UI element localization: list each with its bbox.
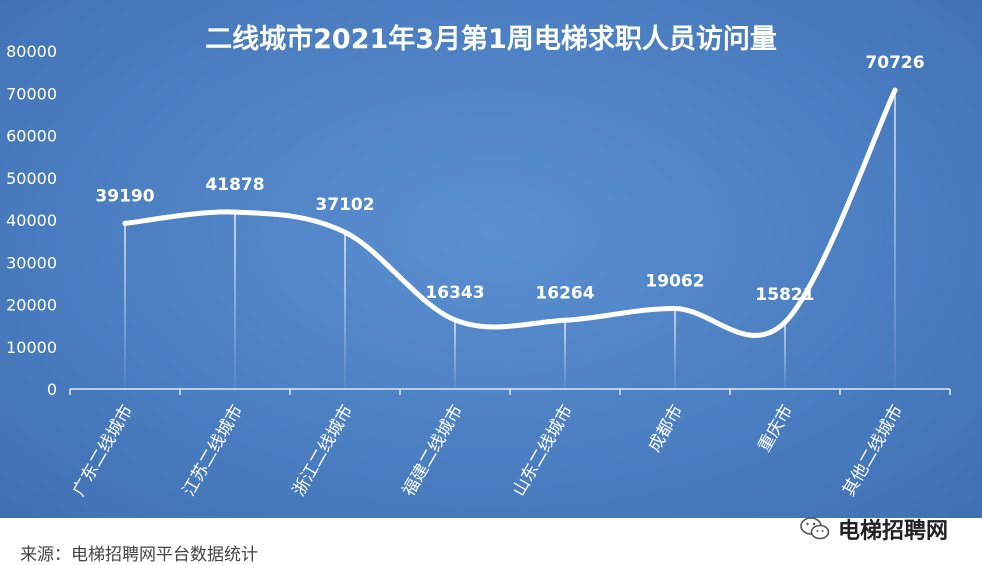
x-tick-label: 江苏二线城市 (179, 402, 247, 500)
series-path (122, 87, 898, 338)
data-point (232, 209, 238, 215)
data-label: 16264 (535, 283, 594, 303)
chart-title: 二线城市2021年3月第1周电梯求职人员访问量 (205, 23, 777, 55)
series-line (122, 87, 898, 338)
data-label: 39190 (95, 186, 154, 206)
data-point (342, 229, 348, 235)
data-point (452, 317, 458, 323)
footer: 来源：电梯招聘网平台数据统计 电梯招聘网 (0, 517, 982, 565)
y-tick-label: 80000 (6, 42, 57, 61)
data-label: 70726 (865, 53, 924, 73)
data-point (782, 319, 788, 325)
x-tick-label: 重庆市 (755, 402, 798, 456)
y-tick-label: 30000 (6, 253, 57, 272)
drop-line (674, 308, 676, 389)
data-point (892, 87, 898, 93)
y-tick-label: 40000 (6, 211, 57, 230)
source-note: 来源：电梯招聘网平台数据统计 (20, 545, 258, 565)
x-tick-label: 成都市 (645, 402, 688, 456)
data-point (562, 317, 568, 323)
x-tick-label: 福建二线城市 (399, 402, 467, 500)
x-tick-label: 山东二线城市 (509, 402, 577, 500)
data-point (122, 220, 128, 226)
data-label: 37102 (315, 195, 374, 215)
brand[interactable]: 电梯招聘网 (800, 513, 948, 545)
y-tick-label: 0 (47, 380, 57, 399)
line-chart: 二线城市2021年3月第1周电梯求职人员访问量 0 10000 20000 30000… (6, 23, 951, 500)
drop-line (234, 212, 236, 389)
data-label: 15821 (755, 285, 814, 305)
data-label: 41878 (205, 175, 264, 195)
drop-line (454, 319, 456, 389)
wechat-icon (800, 517, 830, 540)
y-tick-label: 20000 (6, 296, 57, 315)
y-tick-label: 60000 (6, 127, 57, 146)
y-tick-label: 10000 (6, 338, 57, 357)
drop-line (344, 232, 346, 389)
data-labels: 39190 41878 37102 16343 16264 19062 15821 70726 (95, 53, 924, 305)
x-tick-label: 其他二线城市 (839, 402, 907, 500)
drop-line (894, 90, 896, 389)
data-label: 16343 (425, 283, 484, 303)
x-tick-label: 浙江二线城市 (289, 402, 357, 500)
drop-lines (124, 90, 896, 389)
data-label: 19062 (645, 271, 704, 291)
x-tick-label: 广东二线城市 (69, 402, 137, 500)
chart-panel: 二线城市2021年3月第1周电梯求职人员访问量 0 10000 20000 30000… (0, 0, 982, 518)
drop-line (784, 322, 786, 389)
data-point (672, 305, 678, 311)
brand-name: 电梯招聘网 (837, 519, 948, 544)
y-axis: 0 10000 20000 30000 40000 50000 60000 70000 8000… (6, 42, 57, 399)
y-tick-label: 50000 (6, 169, 57, 188)
x-axis: 广东二线城市 江苏二线城市 浙江二线城市 福建二线城市 山东二线城市 成都市 重庆市 其他二线… (69, 388, 951, 500)
y-tick-label: 70000 (6, 84, 57, 103)
drop-line (564, 320, 566, 389)
drop-line (124, 223, 126, 389)
